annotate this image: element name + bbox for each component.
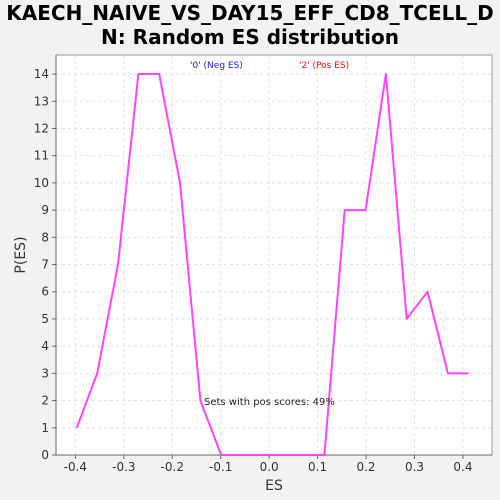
x-tick-label: 0.1 bbox=[308, 460, 327, 474]
y-tick-label: 11 bbox=[34, 149, 49, 163]
x-tick-label: -0.3 bbox=[112, 460, 135, 474]
y-tick-label: 4 bbox=[41, 339, 49, 353]
pos-scores-annotation: Sets with pos scores: 49% bbox=[204, 397, 335, 408]
series-group bbox=[75, 73, 469, 456]
y-axis-label: P(ES) bbox=[13, 236, 29, 273]
y-tick-label: 6 bbox=[41, 285, 49, 299]
y-tick-label: 8 bbox=[41, 230, 49, 244]
x-tick-label: 0.4 bbox=[453, 460, 472, 474]
y-tick-label: 14 bbox=[34, 67, 49, 81]
y-tick-label: 12 bbox=[34, 121, 49, 135]
series-line-0 bbox=[75, 73, 469, 456]
y-tick-label: 2 bbox=[41, 394, 49, 408]
x-tick-label: -0.4 bbox=[64, 460, 87, 474]
y-tick-label: 13 bbox=[34, 94, 49, 108]
y-tick-label: 7 bbox=[41, 258, 49, 272]
x-axis-label: ES bbox=[265, 478, 283, 494]
y-tick-label: 1 bbox=[41, 421, 49, 435]
x-tick-label: 0.2 bbox=[356, 460, 375, 474]
y-tick-label: 0 bbox=[41, 448, 49, 462]
legend-pos-es: '2' (Pos ES) bbox=[299, 61, 349, 71]
y-tick-label: 10 bbox=[34, 176, 49, 190]
x-tick-label: -0.2 bbox=[161, 460, 184, 474]
y-tick-label: 5 bbox=[41, 312, 49, 326]
x-tick-label: 0.3 bbox=[405, 460, 424, 474]
chart-title-line2: N: Random ES distribution bbox=[100, 25, 400, 49]
chart-title-line1: KAECH_NAIVE_VS_DAY15_EFF_CD8_TCELL_D bbox=[6, 1, 494, 25]
x-axis-ticks: -0.4 -0.3 -0.2 -0.1 0.0 0.1 0.2 0.3 0.4 bbox=[64, 455, 472, 474]
plot-area bbox=[55, 54, 493, 456]
x-tick-label: 0.0 bbox=[260, 460, 279, 474]
y-tick-label: 3 bbox=[41, 366, 49, 380]
legend-neg-es: '0' (Neg ES) bbox=[190, 61, 243, 71]
x-tick-label: -0.1 bbox=[209, 460, 232, 474]
y-tick-label: 9 bbox=[41, 203, 49, 217]
